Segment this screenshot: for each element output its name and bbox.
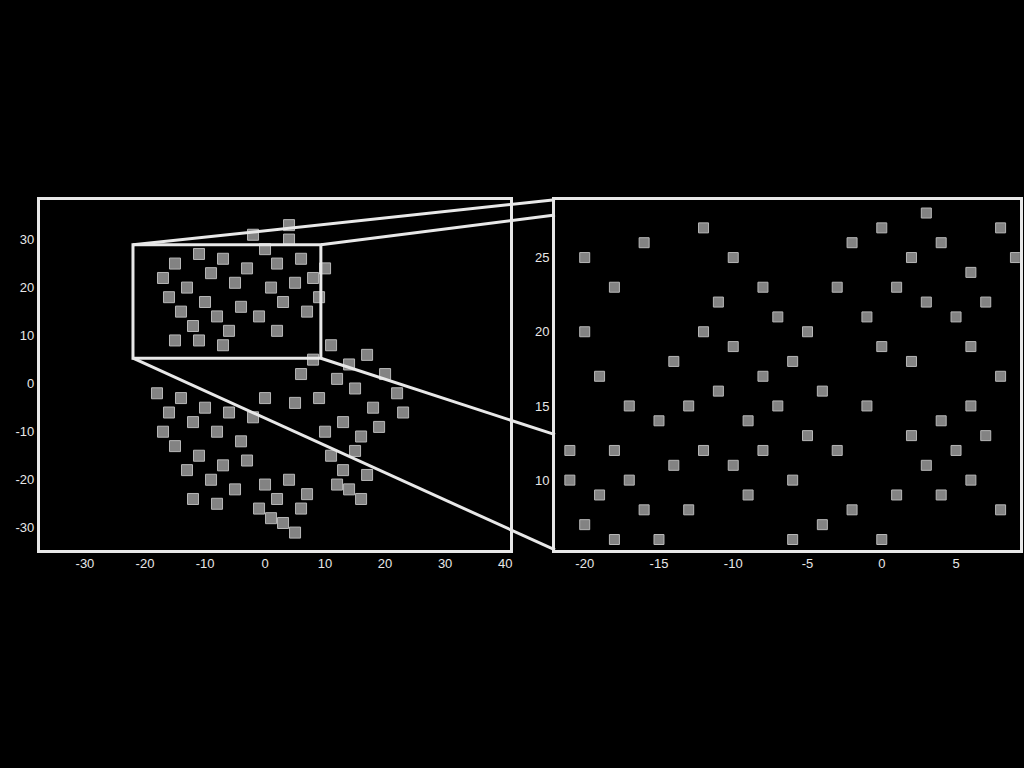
svg-text:5: 5 <box>952 556 959 571</box>
svg-text:-20: -20 <box>136 556 155 571</box>
svg-text:-30: -30 <box>76 556 95 571</box>
svg-text:-10: -10 <box>16 424 35 439</box>
svg-text:-5: -5 <box>802 556 814 571</box>
svg-text:15: 15 <box>535 399 549 414</box>
svg-text:-30: -30 <box>16 520 35 535</box>
svg-text:10: 10 <box>20 328 34 343</box>
svg-text:-20: -20 <box>16 472 35 487</box>
svg-text:0: 0 <box>261 556 268 571</box>
svg-text:0: 0 <box>878 556 885 571</box>
svg-text:-10: -10 <box>724 556 743 571</box>
svg-text:-15: -15 <box>650 556 669 571</box>
svg-text:30: 30 <box>20 232 34 247</box>
svg-text:10: 10 <box>535 473 549 488</box>
svg-text:20: 20 <box>535 324 549 339</box>
svg-text:20: 20 <box>378 556 392 571</box>
svg-text:40: 40 <box>498 556 512 571</box>
svg-text:30: 30 <box>438 556 452 571</box>
svg-text:20: 20 <box>20 280 34 295</box>
svg-text:10: 10 <box>318 556 332 571</box>
svg-text:25: 25 <box>535 250 549 265</box>
svg-text:0: 0 <box>27 376 34 391</box>
svg-text:-20: -20 <box>575 556 594 571</box>
svg-text:-10: -10 <box>196 556 215 571</box>
